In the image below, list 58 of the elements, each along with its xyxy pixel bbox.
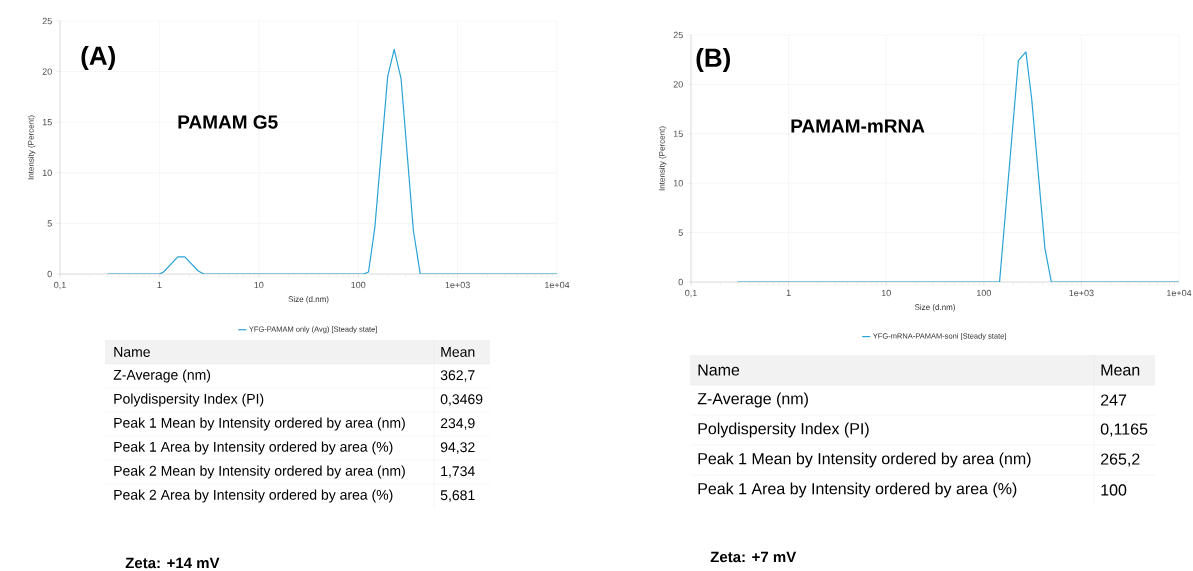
text: Z-Average (nm) [113, 369, 211, 383]
text: 247 [1101, 394, 1127, 406]
text: (A) [81, 45, 116, 71]
x-tick-label: 1e+03 [1069, 289, 1094, 297]
x-tick-label: 1e+03 [445, 281, 470, 289]
text: 234,9 [440, 418, 475, 430]
text: Name [698, 364, 740, 376]
text: Name [114, 347, 150, 357]
text: 362,7 [440, 370, 475, 382]
y-tick-label: 10 [673, 180, 683, 187]
text: 0,1165 [1100, 423, 1148, 437]
text: 265,2 [1101, 453, 1140, 467]
chart-title: (B) [696, 47, 731, 73]
y-tick-label: 0 [678, 278, 683, 286]
text: Mean [441, 347, 475, 357]
x-tick-label: 1 [786, 289, 791, 296]
text: PAMAM G5 [178, 115, 278, 129]
x-axis-title: Size (d.nm) [914, 304, 955, 312]
text: 0,3469 [440, 394, 483, 406]
y-tick-label: 5 [678, 229, 683, 236]
y-tick-label: 15 [673, 130, 683, 137]
x-tick-label: 10 [254, 281, 264, 289]
text: Zeta: +7 mV [710, 551, 797, 563]
text: 100 [1101, 484, 1127, 496]
x-tick-label: 10 [881, 289, 891, 297]
y-axis-title: Intensity (Percent) [658, 126, 667, 191]
y-tick-label: 20 [42, 68, 52, 75]
text: Z-Average (nm) [697, 392, 808, 408]
text: Peak 1 Mean by Intensity ordered by area (nm) [698, 452, 1031, 468]
y-tick-label: 5 [47, 220, 52, 227]
x-tick-label: 1e+04 [545, 281, 570, 289]
x-tick-label: 1 [157, 281, 162, 288]
y-axis-title: Intensity (Percent) [27, 115, 36, 180]
y-tick-label: 15 [42, 119, 52, 126]
text: Polydispersity Index (PI) [114, 393, 264, 407]
y-tick-label: 20 [673, 81, 683, 88]
text: Peak 2 Mean by Intensity ordered by area (nm) [114, 465, 405, 479]
x-tick-label: 0,1 [685, 289, 697, 298]
text: Peak 1 Area by Intensity ordered by area (%) [114, 441, 393, 455]
text: Peak 1 Mean by Intensity ordered by area (nm) [114, 417, 405, 431]
y-tick-label: 0 [47, 270, 52, 278]
text: Peak 1 Area by Intensity ordered by area (%) [698, 482, 1017, 498]
y-tick-label: 25 [673, 31, 683, 39]
text: Zeta: +14 mV [125, 557, 220, 569]
text: Polydispersity Index (PI) [698, 422, 869, 438]
x-tick-label: 100 [976, 289, 991, 297]
x-axis-title: Size (d.nm) [288, 296, 329, 304]
text: Mean [1101, 364, 1140, 376]
text: Peak 2 Area by Intensity ordered by area (%) [114, 489, 393, 503]
text: PAMAM-mRNA [791, 119, 925, 133]
x-tick-label: 1e+04 [1167, 289, 1192, 297]
text: 94,32 [440, 442, 475, 454]
y-tick-label: 25 [42, 17, 52, 25]
y-tick-label: 10 [42, 169, 52, 176]
text: 1,734 [441, 466, 475, 478]
x-tick-label: 0,1 [54, 281, 66, 290]
x-tick-label: 100 [351, 281, 366, 289]
text: 5,681 [440, 490, 475, 502]
